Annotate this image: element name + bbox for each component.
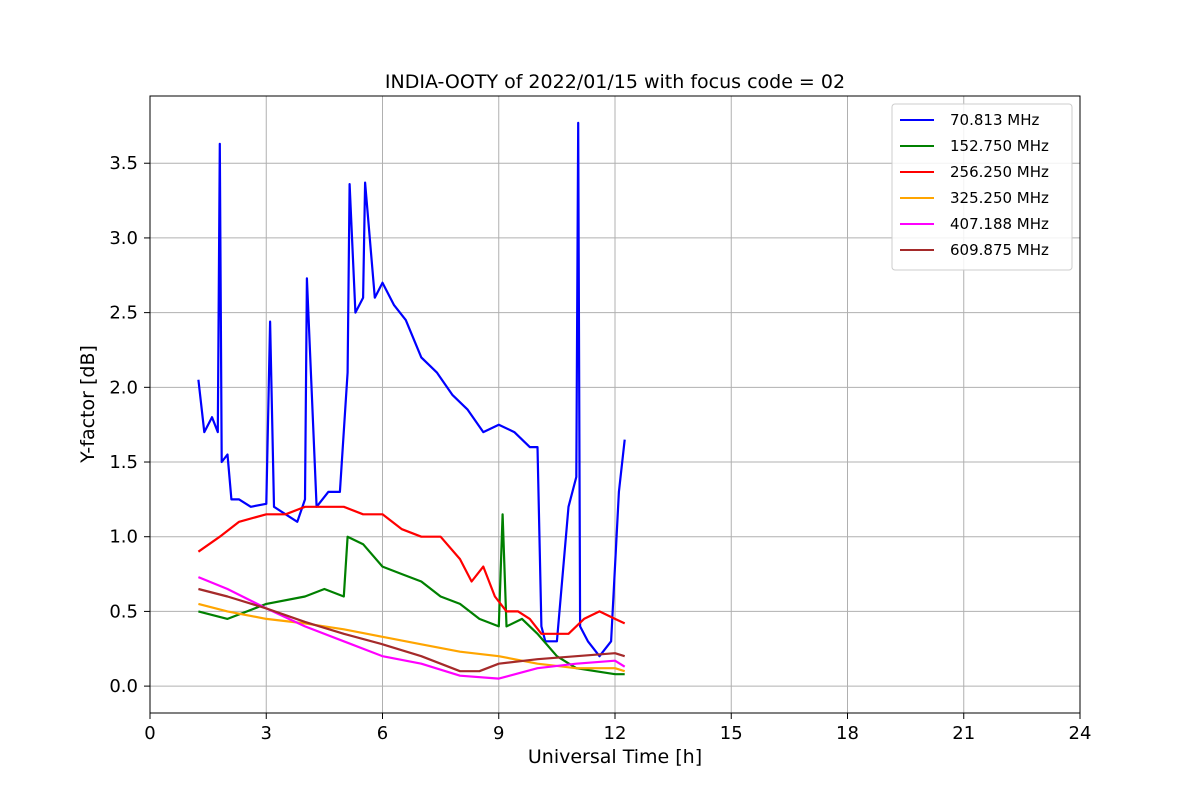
series-line-3	[198, 602, 626, 673]
y-tick-label: 2.5	[109, 303, 138, 324]
y-tick-label: 1.5	[109, 452, 138, 473]
legend-entry: 609.875 MHz	[950, 241, 1049, 259]
legend-entry: 70.813 MHz	[950, 111, 1039, 129]
y-tick-label: 3.0	[109, 228, 138, 249]
y-tick-label: 0.5	[109, 601, 138, 622]
x-tick-label: 12	[604, 723, 627, 744]
x-tick-label: 3	[261, 723, 272, 744]
legend-entry: 152.750 MHz	[950, 137, 1049, 155]
series-line-0	[197, 121, 626, 658]
legend-entry: 256.250 MHz	[950, 163, 1049, 181]
y-tick-label: 1.0	[109, 527, 138, 548]
x-tick-label: 24	[1069, 723, 1092, 744]
chart-title: INDIA-OOTY of 2022/01/15 with focus code…	[385, 71, 845, 93]
y-axis-label: Y-factor [dB]	[77, 345, 99, 464]
x-tick-label: 15	[720, 723, 743, 744]
legend-entry: 407.188 MHz	[950, 215, 1049, 233]
x-tick-label: 21	[952, 723, 975, 744]
x-tick-label: 9	[493, 723, 504, 744]
legend-entry: 325.250 MHz	[950, 189, 1049, 207]
y-tick-label: 2.0	[109, 377, 138, 398]
x-tick-label: 0	[144, 723, 155, 744]
y-tick-label: 0.0	[109, 676, 138, 697]
x-tick-label: 6	[377, 723, 388, 744]
grid	[149, 96, 1081, 713]
series-line-2	[197, 505, 626, 635]
x-axis-label: Universal Time [h]	[528, 746, 702, 768]
x-tick-label: 18	[836, 723, 859, 744]
legend-box	[891, 103, 1073, 271]
plot-lines	[197, 121, 626, 680]
y-tick-label: 3.5	[109, 153, 138, 174]
axis-ticks: 0 3 6 9 12 15 18 21 24 0.0 0.5 1.0 1.5 2.0 2.5 3.0 3.5	[109, 153, 1091, 744]
series-line-5	[198, 587, 626, 673]
legend: 70.813 MHz 152.750 MHz 256.250 MHz 325.250 …	[891, 103, 1073, 271]
